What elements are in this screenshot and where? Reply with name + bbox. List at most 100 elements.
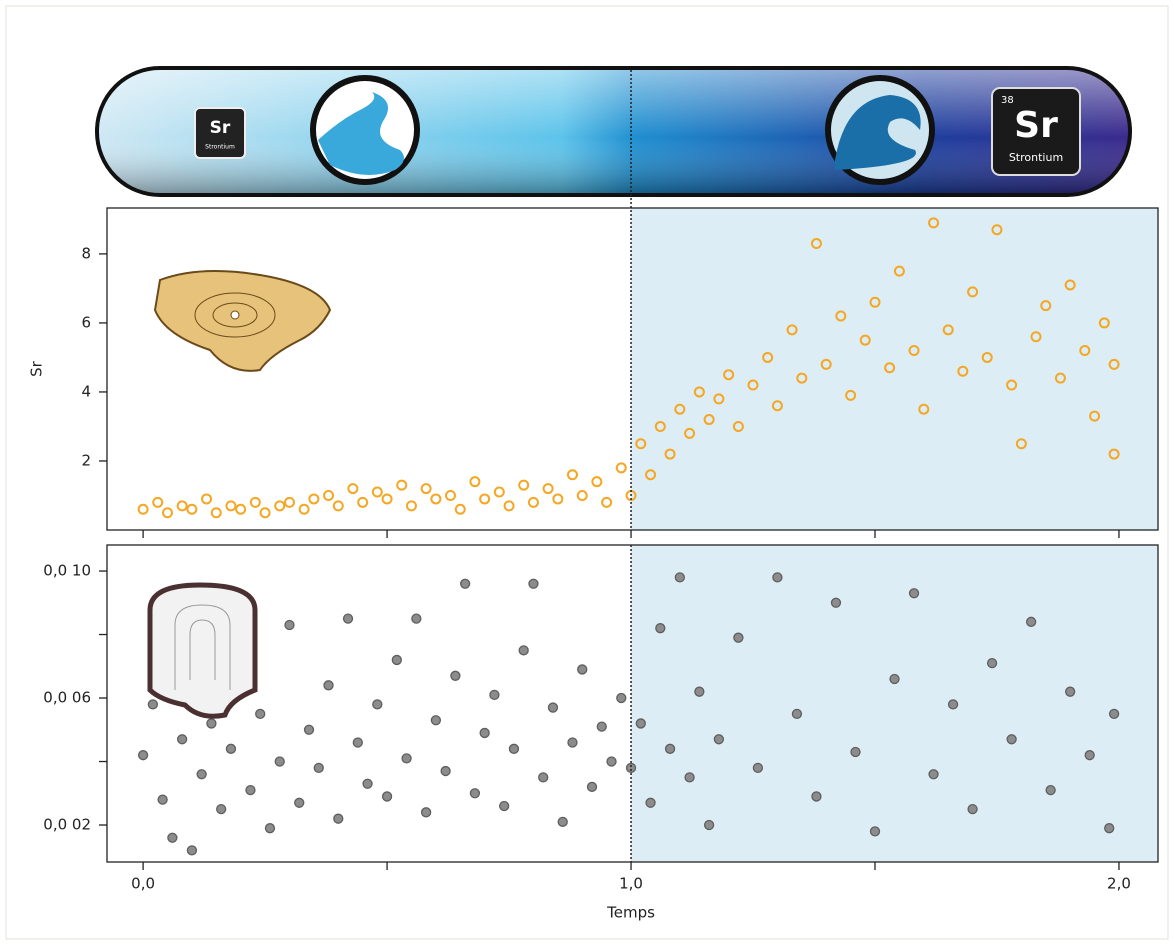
point <box>1027 617 1036 626</box>
point <box>568 738 577 747</box>
point <box>348 484 357 493</box>
point <box>578 665 587 674</box>
point <box>212 508 221 517</box>
point <box>695 687 704 696</box>
point <box>178 735 187 744</box>
y-tick-label: 8 <box>81 244 91 262</box>
point <box>1007 735 1016 744</box>
point <box>539 773 548 782</box>
point <box>324 491 333 500</box>
point <box>324 681 333 690</box>
point <box>363 779 372 788</box>
y-axis-label: Sr <box>28 360 46 377</box>
point <box>578 491 587 500</box>
point <box>461 579 470 588</box>
point <box>422 808 431 817</box>
point <box>495 488 504 497</box>
point <box>890 674 899 683</box>
point <box>392 655 401 664</box>
point <box>470 789 479 798</box>
point <box>553 494 562 503</box>
point <box>529 579 538 588</box>
shaded-region <box>631 545 1158 862</box>
point <box>158 795 167 804</box>
point <box>446 491 455 500</box>
x-tick-label: 1,0 <box>619 875 643 893</box>
point <box>607 757 616 766</box>
point <box>988 659 997 668</box>
point <box>949 700 958 709</box>
point <box>256 709 265 718</box>
x-tick-label: 0,0 <box>131 875 155 893</box>
point <box>929 770 938 779</box>
element-name: Strontium <box>205 144 235 151</box>
point <box>275 757 284 766</box>
y-tick-label: 2 <box>81 451 91 469</box>
point <box>529 498 538 507</box>
point <box>1110 709 1119 718</box>
point <box>480 728 489 737</box>
point <box>871 827 880 836</box>
point <box>397 481 406 490</box>
point <box>685 773 694 782</box>
point <box>1085 751 1094 760</box>
point <box>714 735 723 744</box>
point <box>344 614 353 623</box>
point <box>265 824 274 833</box>
point <box>226 501 235 510</box>
point <box>402 754 411 763</box>
point <box>505 501 514 510</box>
point <box>617 463 626 472</box>
point <box>812 792 821 801</box>
point <box>675 573 684 582</box>
y-tick-label: 4 <box>81 382 91 400</box>
point <box>666 744 675 753</box>
page: Sr Strontium 38 Sr Strontium 2468Sr0,0 1… <box>0 0 1174 945</box>
point <box>358 498 367 507</box>
point <box>910 589 919 598</box>
point <box>207 719 216 728</box>
point <box>153 498 162 507</box>
point <box>544 484 553 493</box>
point <box>285 621 294 630</box>
point <box>588 782 597 791</box>
plots: 2468Sr0,0 100,0 060,0 020,01,02,0Temps <box>28 70 1159 922</box>
point <box>383 494 392 503</box>
element-name: Strontium <box>1009 151 1063 164</box>
point <box>431 494 440 503</box>
point <box>509 744 518 753</box>
figure: Sr Strontium 38 Sr Strontium 2468Sr0,0 1… <box>0 0 1174 945</box>
point <box>792 709 801 718</box>
otolith-section-icon <box>150 585 255 716</box>
banner: Sr Strontium 38 Sr Strontium <box>97 68 1130 195</box>
point <box>275 501 284 510</box>
point <box>300 505 309 514</box>
point <box>187 505 196 514</box>
point <box>305 725 314 734</box>
point <box>617 694 626 703</box>
point <box>456 505 465 514</box>
point <box>217 805 226 814</box>
point <box>314 763 323 772</box>
point <box>1105 824 1114 833</box>
point <box>500 801 509 810</box>
point <box>656 624 665 633</box>
point <box>470 477 479 486</box>
point <box>236 505 245 514</box>
point <box>519 481 528 490</box>
point <box>187 846 196 855</box>
point <box>373 488 382 497</box>
point <box>705 821 714 830</box>
y-tick-label: 0,0 10 <box>43 562 91 580</box>
point <box>1066 687 1075 696</box>
point <box>734 633 743 642</box>
point <box>851 747 860 756</box>
point <box>163 508 172 517</box>
point <box>602 498 611 507</box>
point <box>431 716 440 725</box>
point <box>353 738 362 747</box>
point <box>334 814 343 823</box>
point <box>407 501 416 510</box>
point <box>592 477 601 486</box>
point <box>568 470 577 479</box>
